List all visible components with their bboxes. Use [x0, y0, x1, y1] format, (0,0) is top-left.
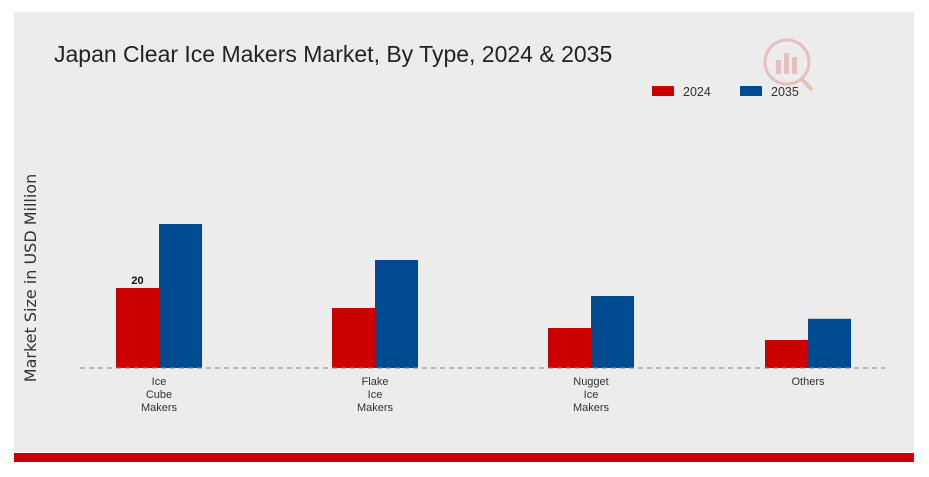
- bar-2035-1: [375, 260, 418, 368]
- bar-2035-3: [808, 318, 851, 368]
- x-tick-label-0: Ice Cube Makers: [141, 376, 178, 414]
- data-labels: 20: [131, 275, 143, 287]
- legend-swatch-2024: [652, 86, 674, 96]
- legend-label-2035: 2035: [771, 85, 799, 99]
- legend-swatch-2035: [740, 86, 762, 96]
- data-label-0: 20: [131, 275, 143, 287]
- x-tick-label-3: Others: [791, 376, 825, 388]
- legend-label-2024: 2024: [683, 85, 711, 99]
- bar-2024-3: [765, 340, 808, 368]
- bottom-accent-bar: [14, 453, 914, 462]
- bars-group: [116, 224, 851, 368]
- x-tick-label-1: Flake Ice Makers: [357, 376, 394, 414]
- bar-2035-0: [159, 224, 202, 368]
- watermark-logo-icon: [763, 38, 814, 92]
- y-axis-label: Market Size in USD Million: [21, 174, 40, 382]
- x-tick-label-2: Nugget Ice Makers: [573, 376, 610, 414]
- bar-2024-2: [548, 328, 591, 368]
- chart-title: Japan Clear Ice Makers Market, By Type, …: [54, 41, 612, 67]
- bar-2035-2: [591, 296, 634, 368]
- bar-2024-0: [116, 288, 159, 368]
- legend: 2024 2035: [652, 85, 799, 99]
- bar-2024-1: [332, 308, 375, 368]
- x-tick-labels: Ice Cube Makers Flake Ice Makers Nugget Ice Make…: [141, 376, 825, 414]
